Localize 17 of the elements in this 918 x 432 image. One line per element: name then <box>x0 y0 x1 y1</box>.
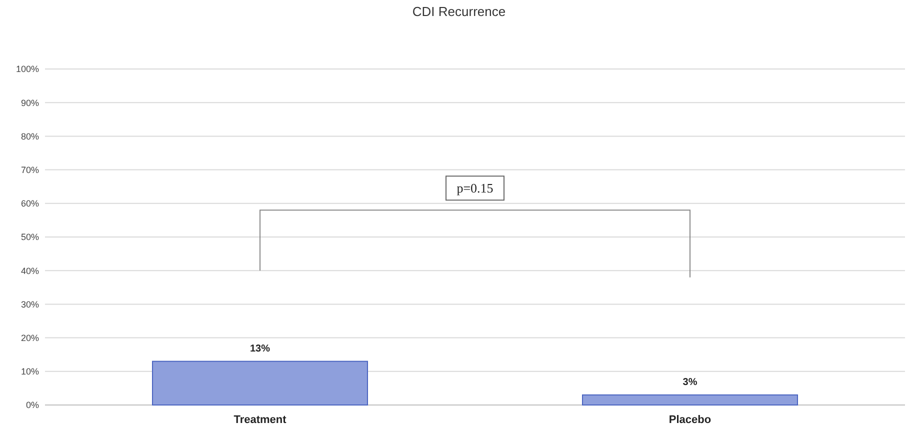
y-tick-label: 0% <box>26 400 39 410</box>
data-label: 3% <box>682 376 698 388</box>
y-tick-label: 50% <box>20 232 39 242</box>
y-tick-label: 70% <box>20 164 39 175</box>
x-tick-label: Placebo <box>668 414 712 426</box>
y-tick-label: 100% <box>16 64 39 74</box>
y-tick-label: 60% <box>20 198 39 209</box>
data-label: 13% <box>250 343 270 354</box>
y-tick-label: 80% <box>20 131 39 142</box>
annotation: p=0.15 <box>456 180 494 196</box>
y-tick-label: 10% <box>20 366 39 377</box>
y-tick-label: 90% <box>20 98 39 108</box>
y-tick-label: 30% <box>20 299 39 310</box>
y-tick-label: 20% <box>20 332 39 343</box>
chart-title: CDI Recurrence <box>412 4 506 19</box>
y-tick-label: 40% <box>20 266 39 276</box>
x-tick-label: Treatment <box>234 414 287 426</box>
